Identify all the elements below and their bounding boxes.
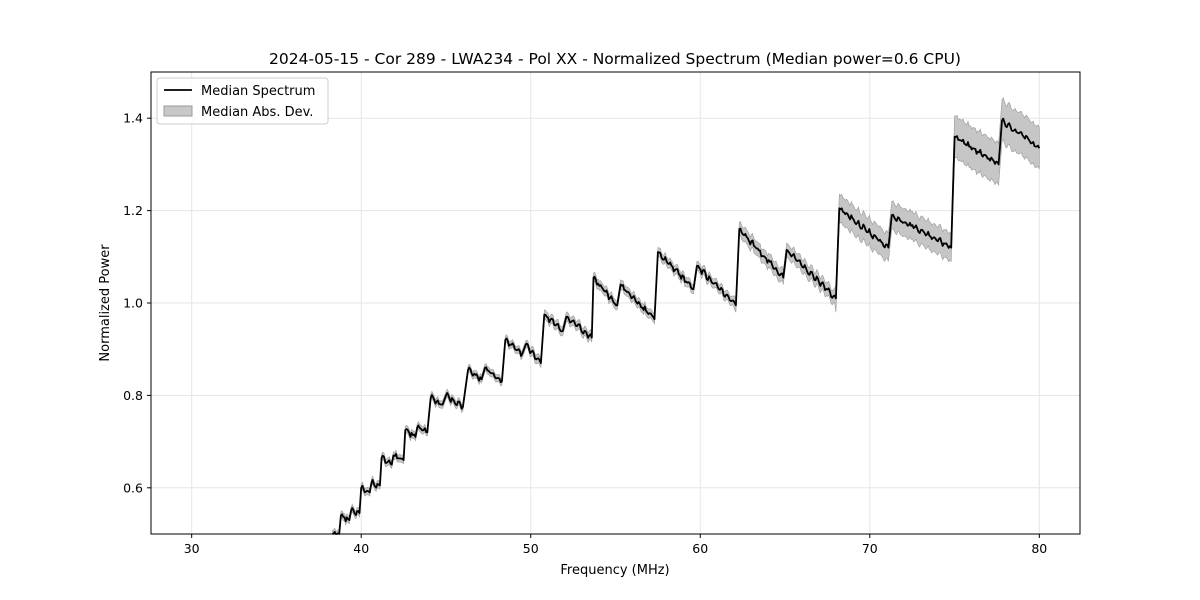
x-tick-label: 80 (1031, 541, 1047, 556)
median-spectrum-line (332, 117, 1041, 535)
x-axis-ticks: 30 40 50 60 70 80 (184, 534, 1047, 556)
y-tick-label: 1.2 (123, 203, 143, 218)
median-spectrum-path (332, 117, 1041, 535)
legend-entry-median-spectrum: Median Spectrum (201, 84, 315, 99)
median-abs-dev-band (332, 97, 1040, 535)
legend-band-swatch (163, 105, 193, 117)
y-tick-label: 0.6 (123, 480, 143, 495)
x-axis-label: Frequency (MHz) (560, 563, 669, 578)
x-tick-label: 40 (353, 541, 369, 556)
x-tick-label: 60 (692, 541, 708, 556)
deviation-band (332, 97, 1040, 535)
y-axis-ticks: 0.6 0.8 1.0 1.2 1.4 (123, 111, 151, 495)
legend-entry-median-abs-dev: Median Abs. Dev. (201, 105, 313, 120)
y-tick-label: 1.4 (123, 111, 143, 126)
y-axis-label: Normalized Power (98, 244, 113, 362)
y-tick-label: 0.8 (123, 388, 143, 403)
legend: Median Spectrum Median Abs. Dev. (156, 77, 329, 125)
x-tick-label: 30 (184, 541, 200, 556)
x-tick-label: 70 (862, 541, 878, 556)
y-tick-label: 1.0 (123, 296, 143, 311)
legend-box (156, 77, 329, 125)
x-tick-label: 50 (523, 541, 539, 556)
chart-title: 2024-05-15 - Cor 289 - LWA234 - Pol XX -… (269, 50, 961, 68)
